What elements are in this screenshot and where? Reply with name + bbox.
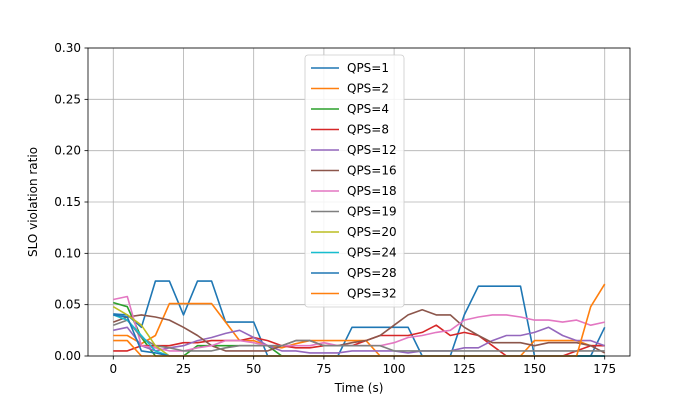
y-tick-label: 0.15 (54, 195, 81, 209)
x-tick-label: 0 (109, 362, 117, 376)
legend-label: QPS=28 (347, 266, 397, 280)
legend-label: QPS=32 (347, 287, 397, 301)
x-tick-label: 150 (523, 362, 546, 376)
y-tick-label: 0.10 (54, 246, 81, 260)
legend-label: QPS=16 (347, 164, 397, 178)
series-line-qps-12 (113, 326, 605, 354)
legend-box (304, 54, 405, 308)
series-line-qps-16 (113, 308, 606, 354)
x-tick-label: 75 (316, 362, 331, 376)
y-tick-label: 0.30 (54, 41, 81, 55)
y-tick-label: 0.00 (54, 349, 81, 363)
x-tick-label: 50 (246, 362, 261, 376)
x-tick-label: 100 (383, 362, 406, 376)
legend-label: QPS=4 (347, 102, 389, 116)
legend-label: QPS=1 (347, 61, 389, 75)
y-tick-label: 0.05 (54, 298, 81, 312)
legend-label: QPS=20 (347, 225, 397, 239)
legend-label: QPS=19 (347, 205, 397, 219)
y-tick-label: 0.20 (54, 144, 81, 158)
x-tick-label: 25 (176, 362, 191, 376)
legend-label: QPS=24 (347, 246, 397, 260)
legend-label: QPS=18 (347, 184, 397, 198)
x-axis-ticks: 0 25 50 75 100 125 150 175 (109, 356, 616, 376)
x-tick-label: 175 (593, 362, 616, 376)
series-line-qps-1 (113, 280, 606, 357)
legend: QPS=1 QPS=2 QPS=4 QPS=8 QPS=12 QPS=16 QPS=18 QP… (304, 54, 405, 308)
x-tick-label: 125 (453, 362, 476, 376)
y-axis-label: SLO violation ratio (26, 147, 40, 257)
x-axis-label: Time (s) (334, 381, 384, 395)
series-line-qps-2 (113, 302, 605, 357)
legend-label: QPS=12 (347, 143, 397, 157)
legend-label: QPS=2 (347, 82, 389, 96)
y-axis-ticks: 0.00 0.05 0.10 0.15 0.20 0.25 0.30 (54, 41, 88, 363)
series-line-qps-19 (113, 319, 605, 352)
legend-label: QPS=8 (347, 123, 389, 137)
y-tick-label: 0.25 (54, 92, 81, 106)
